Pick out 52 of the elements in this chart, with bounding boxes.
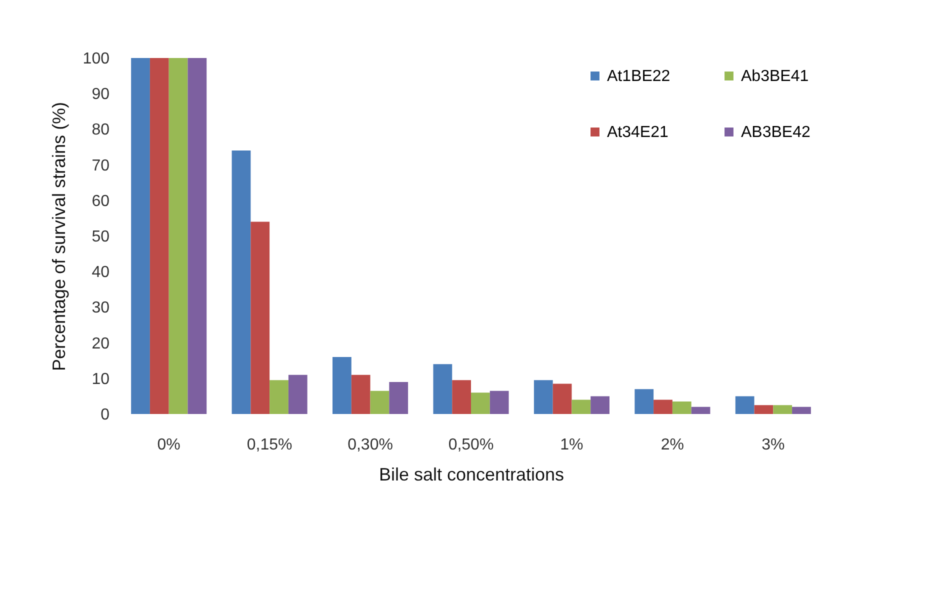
bar <box>634 389 654 414</box>
bar <box>288 374 308 414</box>
bar <box>332 357 352 414</box>
bar <box>735 396 754 414</box>
x-tick-label: 0,30% <box>348 436 393 454</box>
y-tick-label: 0 <box>100 406 110 424</box>
bar <box>351 374 370 414</box>
bar <box>150 58 169 414</box>
legend-label: At1BE22 <box>607 68 670 85</box>
y-tick-label: 70 <box>92 157 110 174</box>
bar <box>250 222 270 414</box>
bar <box>590 396 610 414</box>
y-tick-label: 90 <box>92 86 110 104</box>
y-tick-label: 80 <box>92 122 110 139</box>
x-tick-label: 0% <box>157 436 180 454</box>
bar <box>792 406 811 414</box>
y-tick-label: 10 <box>92 370 110 388</box>
bar <box>452 380 471 414</box>
y-tick-label: 40 <box>92 264 110 282</box>
bar <box>188 58 207 414</box>
bar <box>370 390 390 414</box>
x-tick-label: 2% <box>660 436 684 454</box>
y-tick-label: 100 <box>82 50 110 68</box>
legend-label: At34E21 <box>607 124 668 141</box>
bar <box>131 58 150 414</box>
y-tick-label: 50 <box>92 228 110 246</box>
x-tick-label: 0,15% <box>246 436 292 454</box>
bar <box>572 400 591 414</box>
y-tick-label: 20 <box>92 335 110 352</box>
x-axis-title: Bile salt concentrations <box>378 464 564 484</box>
bar <box>270 380 288 414</box>
bar <box>168 58 188 414</box>
x-tick-label: 3% <box>762 436 785 454</box>
bar <box>232 150 251 414</box>
x-tick-label: 1% <box>560 436 584 454</box>
bar <box>534 380 553 414</box>
bar <box>654 400 672 414</box>
bar <box>691 406 710 414</box>
y-tick-label: 30 <box>92 300 110 317</box>
bar <box>433 364 452 414</box>
bar <box>471 392 490 414</box>
bar <box>490 390 509 414</box>
y-tick-label: 60 <box>92 192 110 210</box>
bar <box>672 402 692 414</box>
bar <box>773 405 792 414</box>
bar <box>389 382 408 414</box>
bar <box>754 405 774 414</box>
legend-label: AB3BE42 <box>741 124 810 141</box>
legend-label: Ab3BE41 <box>741 68 809 85</box>
x-tick-label: 0,50% <box>448 436 494 454</box>
bar <box>552 384 572 414</box>
y-axis-title: Percentage of survival strains (%) <box>48 102 69 372</box>
